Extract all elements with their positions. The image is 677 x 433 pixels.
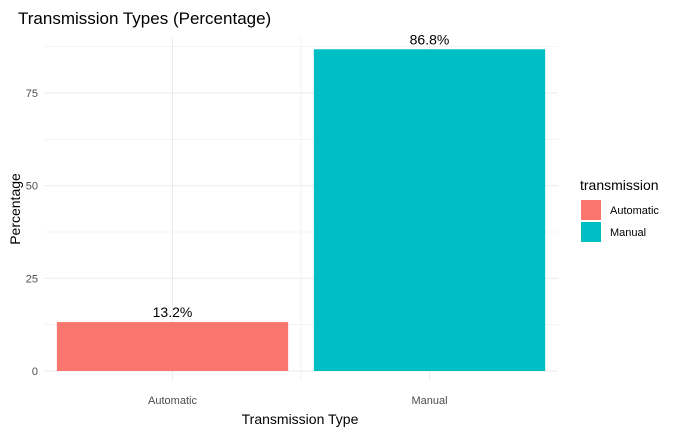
legend: transmission Automatic Manual	[580, 177, 659, 242]
x-tick-label: Manual	[411, 395, 447, 407]
legend-label-automatic: Automatic	[610, 205, 659, 217]
legend-swatch-automatic	[581, 200, 601, 220]
x-axis-title: Transmission Type	[242, 411, 359, 427]
legend-title: transmission	[580, 177, 659, 193]
x-tick-label: Automatic	[148, 395, 197, 407]
y-axis-ticks: 0 25 50 75	[26, 88, 38, 378]
data-label-manual: 86.8%	[410, 31, 450, 47]
bar-manual	[313, 49, 546, 372]
legend-entries: Automatic Manual	[581, 200, 659, 242]
chart-title: Transmission Types (Percentage)	[18, 9, 271, 28]
data-labels: 13.2% 86.8%	[153, 31, 450, 320]
x-axis-ticks: Automatic Manual	[148, 395, 448, 407]
legend-swatch-manual	[581, 222, 601, 242]
y-axis-title: Percentage	[7, 173, 23, 245]
legend-label-manual: Manual	[610, 227, 646, 239]
y-tick-label: 50	[26, 181, 38, 193]
y-tick-label: 75	[26, 88, 38, 100]
bars	[56, 49, 546, 372]
y-tick-label: 25	[26, 273, 38, 285]
data-label-automatic: 13.2%	[153, 304, 193, 320]
y-tick-label: 0	[32, 366, 38, 378]
bar-automatic	[56, 322, 289, 371]
